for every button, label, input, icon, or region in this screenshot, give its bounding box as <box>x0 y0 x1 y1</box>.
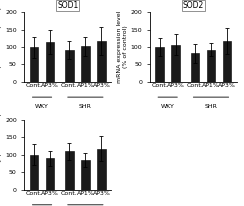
Text: SHR: SHR <box>204 104 217 109</box>
Y-axis label: SOD activity (% of control): SOD activity (% of control) <box>0 113 2 197</box>
Bar <box>81 160 90 190</box>
Bar <box>65 50 74 82</box>
Bar <box>46 158 54 190</box>
Bar <box>81 46 90 82</box>
Text: WKY: WKY <box>35 104 49 109</box>
Bar <box>191 53 199 82</box>
Bar <box>207 49 215 82</box>
Bar <box>171 45 180 82</box>
Bar <box>46 42 54 82</box>
Bar <box>223 41 232 82</box>
Bar <box>97 41 106 82</box>
Bar <box>30 155 39 190</box>
Text: A: A <box>0 2 1 12</box>
Bar <box>155 47 164 82</box>
Y-axis label: mRNA expression level
(% of control): mRNA expression level (% of control) <box>0 11 2 83</box>
Y-axis label: mRNA expression level
(% of control): mRNA expression level (% of control) <box>117 11 128 83</box>
Text: SHR: SHR <box>79 104 92 109</box>
Text: WKY: WKY <box>161 104 175 109</box>
Title: SOD2: SOD2 <box>183 1 204 10</box>
Bar <box>65 151 74 190</box>
Text: B: B <box>0 110 1 120</box>
Bar <box>97 149 106 190</box>
Title: SOD1: SOD1 <box>57 1 78 10</box>
Bar <box>30 47 39 82</box>
